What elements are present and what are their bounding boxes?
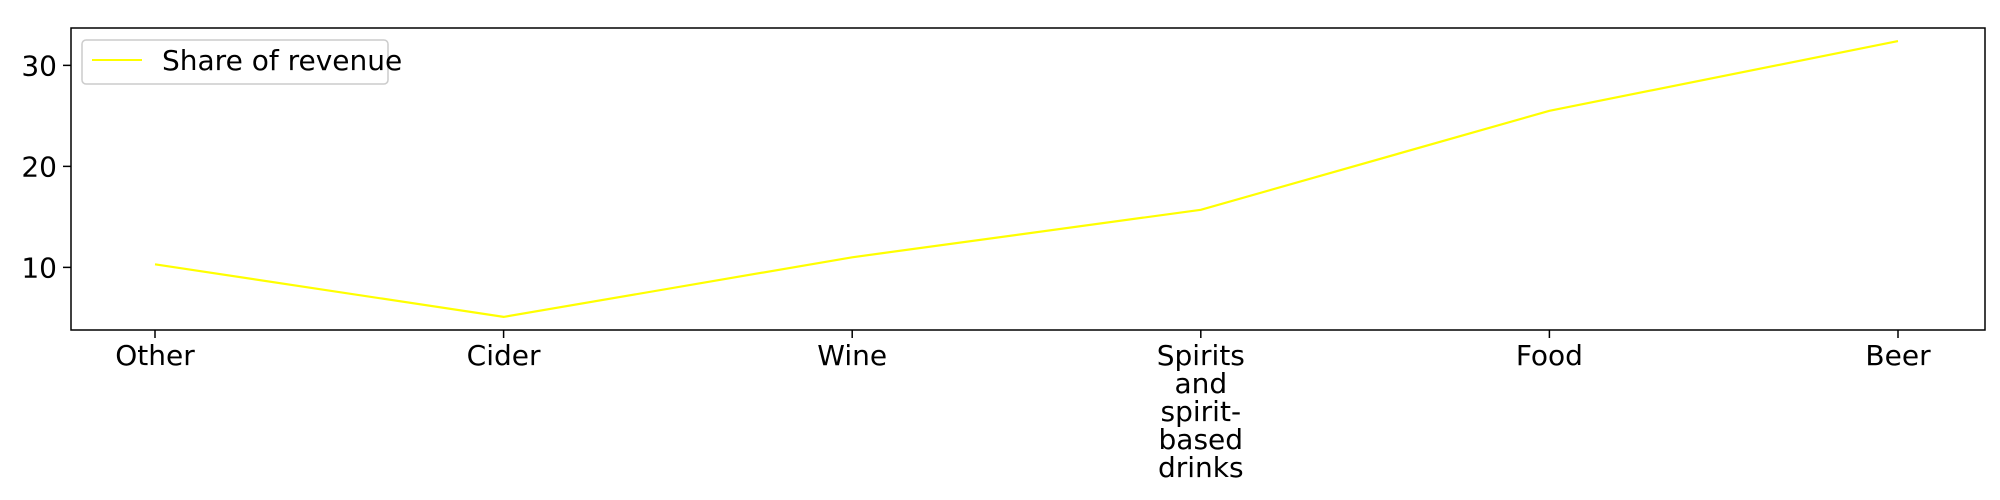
- legend-label: Share of revenue: [162, 44, 402, 77]
- y-tick-label: 10: [21, 251, 57, 284]
- legend: Share of revenue: [81, 39, 402, 85]
- x-tick-label: Beer: [1865, 339, 1931, 372]
- x-tick-label: Other: [115, 339, 195, 372]
- y-tick-label: 20: [21, 150, 57, 183]
- y-axis: 10 20 30: [21, 49, 71, 284]
- series-line: [154, 40, 1899, 319]
- legend-box: [81, 39, 389, 85]
- series-layer: [154, 40, 1899, 319]
- y-tick-label: 30: [21, 49, 57, 82]
- x-tick-label: Wine: [817, 339, 887, 372]
- x-tick-label: Spirits and spirit-based drinks: [1157, 339, 1245, 484]
- plot-area: [70, 27, 1986, 331]
- x-axis: Other Cider Wine Spirits and spirit-based drin…: [115, 330, 1931, 484]
- x-tick-label: Cider: [467, 339, 541, 372]
- x-tick-label: Food: [1516, 339, 1583, 372]
